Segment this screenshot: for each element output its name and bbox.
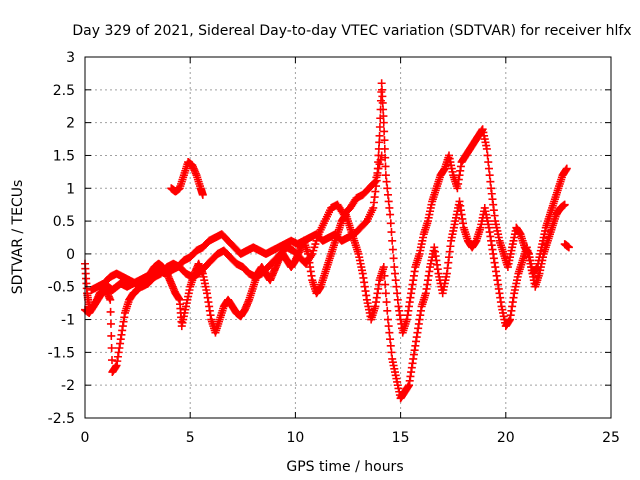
data-point bbox=[381, 280, 390, 289]
data-point bbox=[382, 298, 391, 307]
data-point bbox=[380, 136, 389, 145]
x-tick-label: 5 bbox=[186, 430, 195, 446]
grid-lines bbox=[85, 57, 611, 418]
data-points bbox=[81, 79, 573, 403]
x-tick-label: 0 bbox=[81, 430, 90, 446]
data-point bbox=[373, 168, 382, 177]
y-tick-label: 2 bbox=[66, 116, 75, 132]
data-point bbox=[386, 210, 395, 219]
data-point bbox=[381, 289, 390, 298]
y-tick-label: 3 bbox=[66, 50, 75, 66]
data-point bbox=[383, 306, 392, 315]
y-tick-label: -1.5 bbox=[48, 345, 75, 361]
y-tick-label: -0.5 bbox=[48, 280, 75, 296]
data-point bbox=[560, 200, 569, 209]
data-point bbox=[380, 144, 389, 153]
axis-ticks: 0 5 10 15 20 25 -2.5 -2 -1.5 -1 -0.5 0 0.5 1 1.5 2 2.5 3 bbox=[48, 50, 620, 446]
x-tick-label: 10 bbox=[286, 430, 304, 446]
y-tick-label: 2.5 bbox=[53, 83, 75, 99]
plot-frame bbox=[84, 56, 612, 419]
data-point bbox=[107, 343, 116, 352]
y-axis-label: SDTVAR / TECUs bbox=[10, 180, 26, 295]
data-point bbox=[375, 123, 384, 132]
data-point bbox=[198, 190, 207, 199]
y-tick-label: -2 bbox=[61, 378, 75, 394]
data-point bbox=[106, 295, 115, 304]
data-point bbox=[379, 263, 388, 272]
x-tick-label: 20 bbox=[497, 430, 515, 446]
data-point bbox=[375, 131, 384, 140]
y-tick-label: 1.5 bbox=[53, 148, 75, 164]
data-point bbox=[388, 245, 397, 254]
chart-title: Day 329 of 2021, Sidereal Day-to-day VTE… bbox=[72, 23, 631, 39]
y-tick-label: 0.5 bbox=[53, 214, 75, 230]
data-point bbox=[377, 151, 386, 160]
data-point bbox=[106, 307, 115, 316]
data-point bbox=[374, 164, 383, 173]
y-tick-label: 0 bbox=[66, 247, 75, 263]
data-point bbox=[379, 118, 388, 127]
data-point bbox=[108, 356, 117, 365]
data-point bbox=[386, 219, 395, 228]
data-point bbox=[388, 236, 397, 245]
y-tick-label: 1 bbox=[66, 181, 75, 197]
x-axis-label: GPS time / hours bbox=[286, 459, 403, 475]
data-point bbox=[562, 164, 571, 173]
data-point bbox=[381, 162, 390, 171]
x-tick-label: 15 bbox=[392, 430, 410, 446]
data-point bbox=[387, 228, 396, 237]
data-point bbox=[564, 243, 573, 252]
data-point bbox=[375, 160, 384, 169]
data-point bbox=[370, 178, 379, 187]
data-point bbox=[106, 319, 115, 328]
data-point bbox=[107, 331, 116, 340]
data-point bbox=[371, 177, 380, 186]
data-point bbox=[372, 173, 381, 182]
x-tick-label: 25 bbox=[602, 430, 620, 446]
data-point bbox=[380, 271, 389, 280]
data-point bbox=[380, 127, 389, 136]
y-tick-label: -1 bbox=[61, 313, 75, 329]
data-point bbox=[389, 254, 398, 263]
y-tick-label: -2.5 bbox=[48, 411, 75, 427]
data-point bbox=[307, 251, 316, 260]
data-point bbox=[376, 155, 385, 164]
